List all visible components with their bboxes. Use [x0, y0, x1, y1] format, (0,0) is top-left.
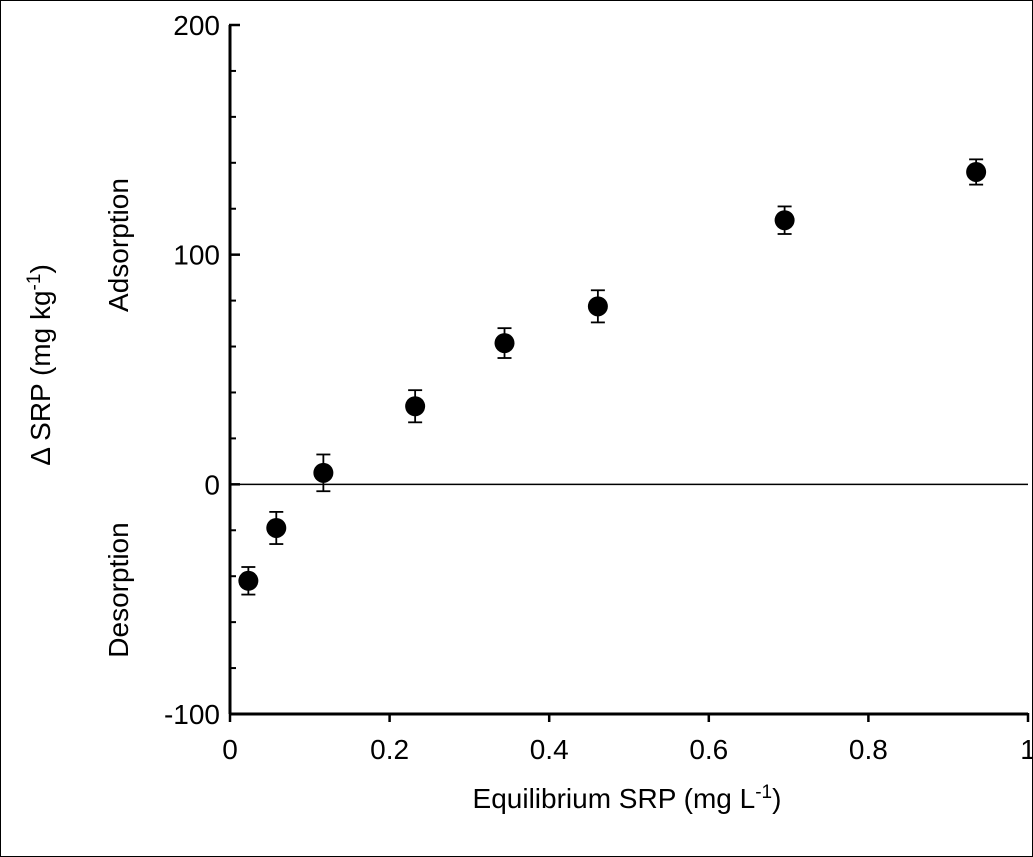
- data-point: [774, 205, 795, 235]
- adsorption-annotation: Adsorption: [103, 178, 134, 312]
- data-point: [405, 389, 426, 424]
- data-points: [238, 158, 987, 596]
- data-point: [266, 510, 287, 545]
- y-axis-label: Δ SRP (mg kg-1): [24, 264, 56, 466]
- data-marker: [313, 462, 334, 483]
- x-tick-label: 0.2: [370, 734, 409, 765]
- y-tick-label: 0: [204, 469, 220, 500]
- data-marker: [266, 517, 287, 538]
- data-marker: [966, 161, 987, 182]
- y-tick-label: 200: [173, 10, 220, 41]
- x-tick-label: 0.4: [530, 734, 569, 765]
- x-ticks: 0 0.2 0.4 0.6 0.8 1: [222, 713, 1033, 765]
- x-axis-label: Equilibrium SRP (mg L-1): [473, 782, 782, 814]
- data-marker: [405, 396, 426, 417]
- y-tick-label: -100: [164, 699, 220, 730]
- x-tick-label: 0.8: [849, 734, 888, 765]
- data-point: [238, 566, 259, 596]
- x-tick-label: 1: [1020, 734, 1033, 765]
- data-point: [494, 327, 515, 359]
- data-marker: [587, 296, 608, 317]
- y-ticks: -100 0 100 200: [164, 10, 240, 730]
- data-marker: [494, 333, 515, 354]
- y-tick-label: 100: [173, 240, 220, 271]
- data-marker: [774, 210, 795, 231]
- data-point: [966, 158, 987, 186]
- x-tick-label: 0.6: [689, 734, 728, 765]
- x-tick-label: 0: [222, 734, 238, 765]
- data-point: [587, 289, 608, 324]
- data-point: [313, 453, 334, 493]
- data-marker: [238, 570, 259, 591]
- axes: [228, 25, 1028, 716]
- desorption-annotation: Desorption: [103, 522, 134, 657]
